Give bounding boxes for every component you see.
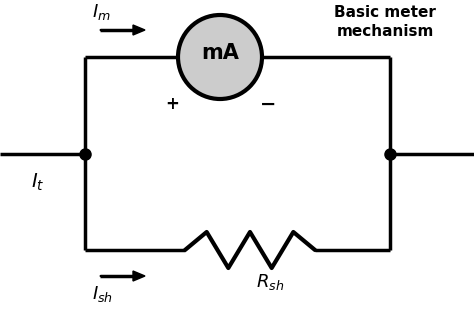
FancyArrow shape bbox=[100, 25, 145, 35]
Text: Basic meter
mechanism: Basic meter mechanism bbox=[334, 5, 436, 39]
Text: $I_{{sh}}$: $I_{{sh}}$ bbox=[92, 284, 113, 304]
FancyArrow shape bbox=[100, 271, 145, 281]
Text: +: + bbox=[165, 95, 179, 113]
Circle shape bbox=[178, 15, 262, 99]
Text: −: − bbox=[260, 95, 276, 114]
Text: $R_{sh}$: $R_{sh}$ bbox=[256, 272, 284, 292]
Text: $I_{m}$: $I_{m}$ bbox=[92, 2, 111, 22]
Text: mA: mA bbox=[201, 43, 239, 63]
Text: $I_t$: $I_t$ bbox=[31, 171, 45, 193]
